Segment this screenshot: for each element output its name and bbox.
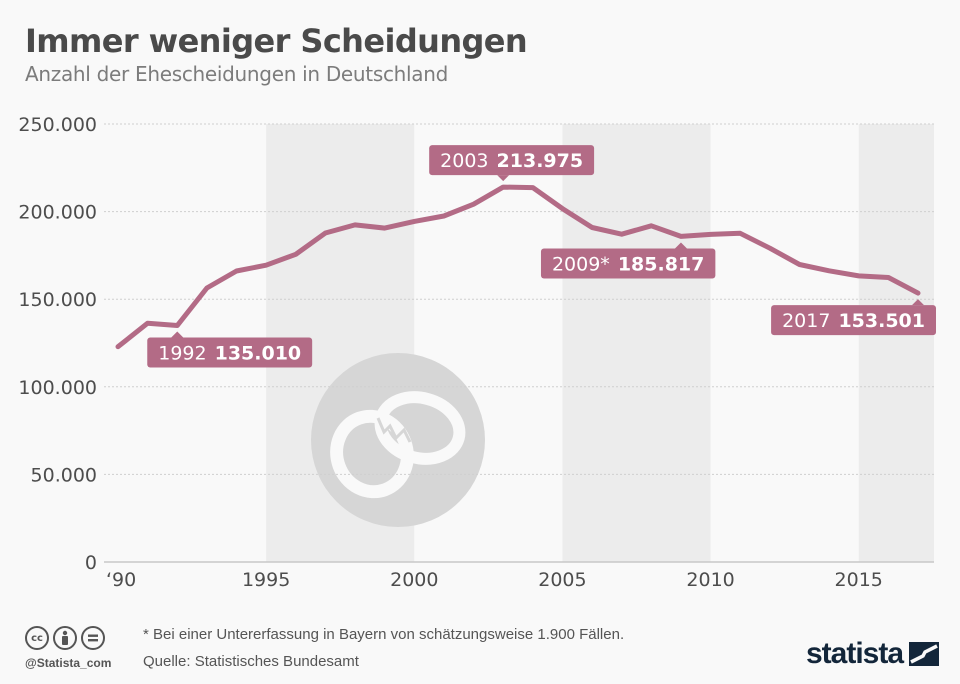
callout-box (771, 305, 936, 336)
callout-1992: 1992 135.010 (147, 331, 313, 368)
callout-2003: 2003 213.975 (429, 145, 595, 182)
x-tick-label: ‘90 (106, 569, 136, 591)
callout-pointer (171, 331, 184, 338)
broken-rings-icon (311, 353, 485, 527)
callout-2017: 2017 153.501 (771, 299, 936, 336)
no-derivatives-icon[interactable] (81, 626, 105, 650)
callout-pointer (674, 242, 687, 249)
shaded-band (858, 124, 934, 562)
statista-logo[interactable]: statista (806, 637, 940, 671)
y-tick-label: 250.000 (18, 114, 97, 136)
statista-mark-icon (909, 642, 940, 666)
footer: cc @Statista_com * Bei einer Untererfass… (0, 620, 960, 684)
callout-value: 213.975 (497, 150, 584, 172)
callout-value: 135.010 (215, 342, 302, 364)
y-tick-label: 0 (85, 552, 97, 574)
brand-name: statista (806, 637, 904, 670)
callout-year: 2017 (782, 310, 830, 332)
callout-year: 2009* (552, 253, 610, 275)
line-chart: 0 50.000 100.000 150.000 200.000 250.000 ‘90 1… (18, 114, 936, 591)
source: Quelle: Statistisches Bundesamt (143, 653, 359, 670)
x-tick-label: 2000 (390, 569, 438, 591)
y-tick-label: 150.000 (18, 289, 97, 311)
callout-pointer (912, 299, 924, 306)
series-line (115, 184, 921, 350)
callout-2009: 2009* 185.817 (540, 242, 716, 279)
grid-lines (104, 123, 934, 475)
callout-pointer (497, 175, 510, 182)
x-tick-label: 2005 (538, 569, 586, 591)
callout-year: 1992 (158, 342, 206, 364)
cc-icon[interactable]: cc (25, 626, 49, 650)
x-axis-ticks: ‘90 1995 2000 2005 2010 2015 (106, 569, 883, 591)
attribution-icon[interactable] (53, 626, 77, 650)
y-axis-ticks: 0 50.000 100.000 150.000 200.000 250.000 (18, 114, 97, 574)
y-tick-label: 200.000 (18, 202, 97, 224)
y-tick-label: 100.000 (18, 377, 97, 399)
shaded-bands (266, 124, 934, 562)
chart-subtitle: Anzahl der Ehescheidungen in Deutschland (25, 62, 449, 86)
x-tick-label: 2010 (686, 569, 734, 591)
x-tick-label: 2015 (835, 569, 883, 591)
y-tick-label: 50.000 (31, 464, 97, 486)
callout-value: 153.501 (838, 310, 925, 332)
callout-box (540, 248, 716, 279)
callout-year: 2003 (440, 150, 488, 172)
series-layer (115, 184, 921, 350)
callouts-layer: 1992 135.010 2003 213.975 2009* 185.817 2017 15… (147, 145, 936, 368)
footnote: * Bei einer Untererfassung in Bayern von… (143, 626, 625, 643)
callout-box (429, 145, 595, 176)
callout-box (147, 337, 313, 368)
license-icons: cc (25, 626, 105, 650)
x-tick-label: 1995 (242, 569, 290, 591)
shaded-band (562, 124, 711, 562)
statista-handle[interactable]: @Statista_com (25, 656, 112, 670)
chart-title: Immer weniger Scheidungen (25, 22, 528, 60)
callout-value: 185.817 (618, 253, 705, 275)
